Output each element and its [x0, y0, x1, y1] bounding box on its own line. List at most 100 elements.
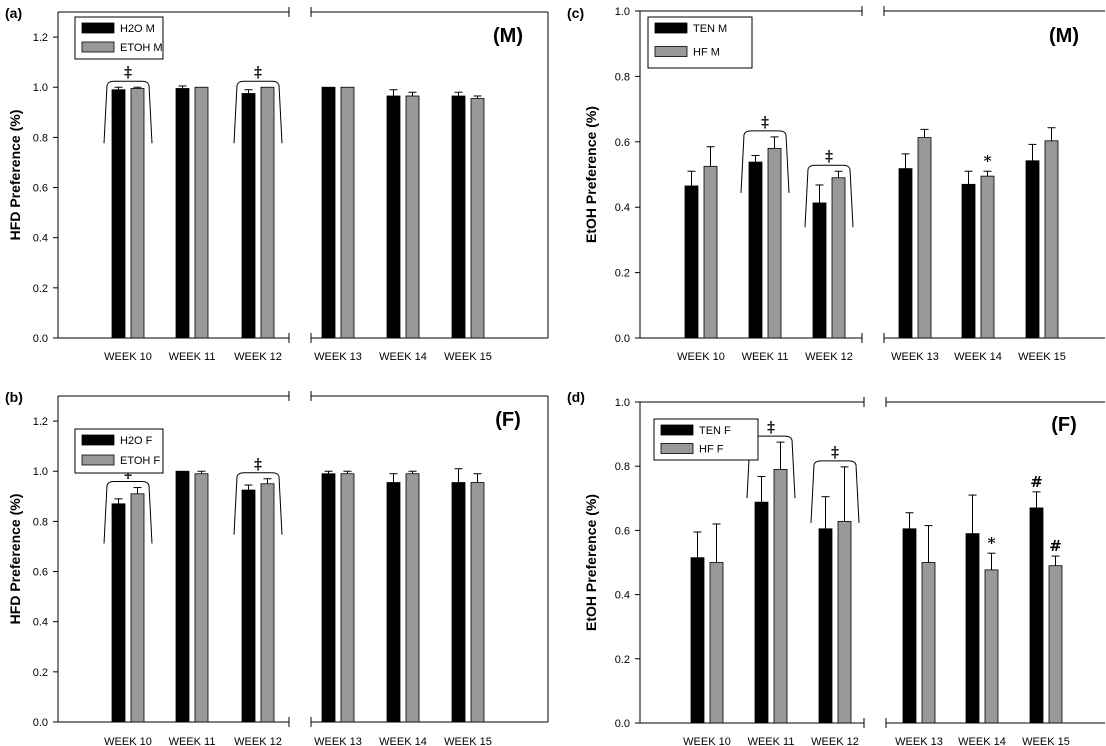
y-tick-label: 1.0 [615, 397, 630, 409]
y-axis-label: EtOH Preference (%) [583, 494, 599, 631]
bar [260, 483, 275, 723]
x-tick-label: WEEK 13 [314, 736, 362, 746]
significance-marker: ‡ [767, 418, 775, 436]
x-tick-label: WEEK 10 [104, 351, 152, 363]
bar [984, 569, 999, 724]
bar [902, 528, 917, 724]
bar [921, 562, 936, 724]
sex-label: (M) [493, 25, 523, 47]
bar [111, 89, 126, 339]
bar [818, 528, 833, 724]
y-tick-label: 0.2 [615, 268, 630, 280]
legend-label: TEN F [699, 425, 731, 437]
y-tick-label: 0.8 [615, 71, 630, 83]
x-tick-label: WEEK 12 [811, 736, 859, 746]
x-tick-label: WEEK 12 [805, 351, 853, 363]
panel-label: (d) [567, 389, 585, 405]
bar [754, 501, 769, 724]
bar [965, 533, 980, 724]
y-tick-label: 1.0 [615, 6, 630, 18]
legend: H2O F ETOH F [74, 428, 164, 474]
bar [898, 168, 913, 339]
legend-swatch [660, 424, 694, 436]
legend-label: H2O M [120, 23, 155, 35]
significance-bracket [804, 164, 854, 228]
significance-bracket [810, 460, 860, 523]
legend-label: HF M [693, 47, 720, 59]
y-tick-label: 0.8 [33, 132, 48, 144]
bar [451, 95, 466, 339]
sex-label: (F) [1051, 414, 1077, 436]
panel-label: (b) [5, 389, 23, 405]
significance-marker: # [1049, 537, 1062, 555]
bar [470, 482, 485, 723]
x-tick-label: WEEK 14 [954, 351, 1002, 363]
x-tick-label: WEEK 13 [895, 736, 943, 746]
bar [767, 147, 782, 339]
bar [831, 177, 846, 339]
legend-label: HF F [699, 444, 724, 456]
x-tick-label: WEEK 10 [677, 351, 725, 363]
significance-marker: ‡ [831, 443, 839, 461]
y-tick-label: 0.4 [615, 590, 630, 602]
x-tick-label: WEEK 15 [444, 351, 492, 363]
x-tick-label: WEEK 13 [891, 351, 939, 363]
bar [241, 489, 256, 723]
bar [194, 86, 209, 339]
y-tick-label: 0.4 [33, 617, 48, 629]
chart-panel-d: 0.0 0.2 0.4 0.6 0.8 1.0 EtOH Preference (%) (d)… [567, 389, 1105, 746]
significance-marker: ‡ [254, 455, 262, 473]
y-tick-label: 0.4 [615, 202, 630, 214]
legend-label: H2O F [120, 435, 153, 447]
y-tick-label: 1.2 [33, 32, 48, 44]
bar [773, 469, 788, 724]
y-tick-label: 0.6 [33, 567, 48, 579]
significance-marker: * [988, 534, 996, 552]
y-axis-label: HFD Preference (%) [7, 494, 23, 625]
y-axis-label: EtOH Preference (%) [583, 106, 599, 243]
bar [917, 137, 932, 339]
x-tick-label: WEEK 15 [1018, 351, 1066, 363]
bar [130, 88, 145, 339]
x-tick-label: WEEK 15 [1022, 736, 1070, 746]
bar [340, 86, 355, 339]
x-tick-label: WEEK 11 [748, 736, 795, 746]
y-tick-label: 0.8 [33, 516, 48, 528]
bar [709, 562, 724, 724]
bar [321, 86, 336, 339]
legend-label: TEN M [693, 23, 727, 35]
legend-label: ETOH F [120, 455, 160, 467]
x-tick-label: WEEK 15 [444, 736, 492, 746]
legend: TEN F HF F [653, 418, 759, 461]
significance-marker: ‡ [825, 147, 833, 165]
legend-swatch [660, 443, 694, 454]
bar [194, 473, 209, 723]
sex-label: (M) [1049, 25, 1079, 47]
x-tick-label: WEEK 13 [314, 351, 362, 363]
x-tick-label: WEEK 10 [683, 736, 731, 746]
legend: TEN M HF M [647, 16, 753, 69]
chart-panel-b: 0.0 0.2 0.4 0.6 0.8 1.0 1.2 HFD Preference (%) (… [5, 389, 549, 746]
bar [340, 473, 355, 723]
bar [260, 86, 275, 339]
bar [386, 482, 401, 723]
panel-label: (c) [567, 5, 584, 21]
legend-swatch [81, 434, 115, 446]
legend-swatch [81, 41, 115, 53]
bar [470, 98, 485, 339]
chart-panel-c: 0.0 0.2 0.4 0.6 0.8 1.0 EtOH Preference (%) (c)… [567, 5, 1105, 363]
bar [703, 165, 718, 339]
significance-marker: # [1030, 473, 1043, 491]
significance-bracket [233, 472, 283, 535]
bar [405, 95, 420, 339]
bar [812, 202, 827, 339]
bar [837, 521, 852, 724]
bar [690, 557, 705, 724]
sex-label: (F) [495, 409, 521, 431]
legend-swatch [81, 454, 115, 466]
bar [175, 88, 190, 339]
x-tick-label: WEEK 12 [234, 351, 282, 363]
y-tick-label: 0.0 [615, 333, 630, 345]
bar [241, 93, 256, 339]
